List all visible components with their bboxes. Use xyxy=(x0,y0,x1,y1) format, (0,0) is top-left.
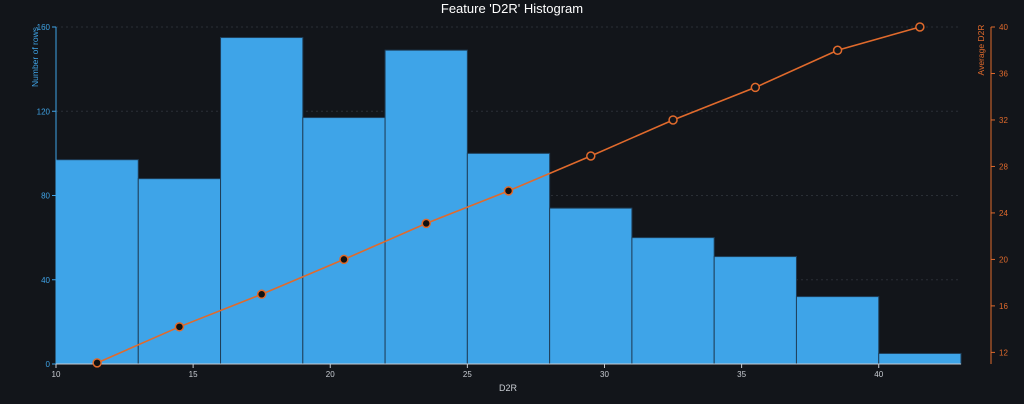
y-right-tick-label: 28 xyxy=(999,162,1008,171)
histogram-bar-8 xyxy=(713,256,797,365)
x-tick-label: 15 xyxy=(189,370,198,379)
average-d2r-point-6 xyxy=(586,151,596,161)
y-right-tick-label: 36 xyxy=(999,69,1008,78)
bars-layer xyxy=(55,37,962,365)
average-d2r-point-0 xyxy=(92,358,102,368)
y-left-tick-label: 40 xyxy=(41,276,50,285)
average-d2r-point-4 xyxy=(421,218,431,229)
histogram-bar-0 xyxy=(55,159,139,365)
average-d2r-point-7 xyxy=(668,115,678,125)
histogram-bar-10 xyxy=(878,352,962,365)
histogram-bar-1 xyxy=(137,178,222,365)
y-axis-right-label: Average D2R xyxy=(976,25,986,76)
y-left-tick-label: 80 xyxy=(41,192,50,201)
average-d2r-point-2 xyxy=(256,289,267,300)
average-d2r-point-5 xyxy=(503,186,514,196)
y-left-tick-label: 160 xyxy=(37,23,51,32)
y-right-tick-label: 16 xyxy=(999,302,1008,311)
x-axis-label: D2R xyxy=(499,383,518,393)
y-left-tick-label: 120 xyxy=(37,107,51,116)
x-tick-label: 30 xyxy=(600,370,609,379)
histogram-bar-5 xyxy=(466,152,551,365)
axes-layer: 0 40 80 120 160 12 16 20 24 28 32 36 40 10 15 20 25 30 35 4… xyxy=(37,23,1009,379)
x-tick-label: 20 xyxy=(326,370,335,379)
x-tick-label: 10 xyxy=(52,370,61,379)
histogram-bar-9 xyxy=(795,296,880,365)
average-d2r-point-1 xyxy=(174,322,185,332)
y-axis-left-label: Number of rows xyxy=(30,27,40,87)
histogram-bar-7 xyxy=(631,237,715,365)
histogram-bar-4 xyxy=(384,49,468,365)
chart-title: Feature 'D2R' Histogram xyxy=(441,1,583,16)
y-right-tick-label: 32 xyxy=(999,116,1008,125)
average-d2r-point-8 xyxy=(750,82,761,93)
average-d2r-point-10 xyxy=(915,22,925,32)
y-right-tick-label: 20 xyxy=(999,255,1008,264)
average-d2r-point-3 xyxy=(339,254,349,265)
line-layer xyxy=(92,22,925,368)
x-tick-label: 35 xyxy=(737,370,746,379)
histogram-bar-6 xyxy=(549,207,633,365)
x-tick-label: 25 xyxy=(463,370,472,379)
y-left-tick-label: 0 xyxy=(46,360,51,369)
x-tick-label: 40 xyxy=(874,370,883,379)
histogram-bar-2 xyxy=(220,37,304,365)
average-d2r-point-9 xyxy=(832,45,843,55)
y-right-tick-label: 40 xyxy=(999,23,1008,32)
y-right-tick-label: 12 xyxy=(999,348,1008,357)
y-right-tick-label: 24 xyxy=(999,209,1008,218)
histogram-bar-3 xyxy=(302,117,386,365)
